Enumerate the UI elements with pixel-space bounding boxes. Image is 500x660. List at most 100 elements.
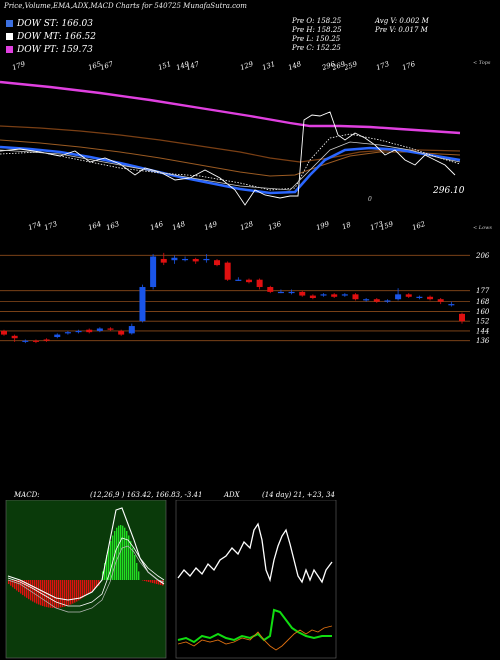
candle-up [128, 326, 135, 334]
macd-line [7, 507, 165, 601]
candle-down [245, 279, 252, 283]
macd-bar-negative [50, 580, 52, 608]
page-title: Price,Volume,EMA,ADX,MACD Charts for 540… [4, 2, 247, 10]
macd-bar-negative [80, 580, 82, 600]
macd-params: (12,26,9 ) 163.42, 166.83, -3.41 [90, 491, 203, 499]
macd-bar-positive [132, 547, 134, 580]
candle-down [86, 329, 93, 333]
macd-bar-negative [12, 580, 14, 588]
quote-close: Pre C: 152.25 [292, 44, 341, 52]
candle-down [352, 294, 359, 300]
price-tick-label: 177 [476, 287, 490, 295]
quote-pre-volume: Pre V: 0.017 M [375, 26, 428, 34]
candle-up [363, 299, 370, 301]
macd-bar-negative [14, 580, 16, 589]
candle-down [437, 299, 444, 302]
macd-bar-positive [112, 535, 114, 580]
macd-bar-negative [92, 580, 94, 591]
candle-down [224, 262, 231, 280]
legend-label: DOW ST: 166.03 [17, 19, 93, 29]
candle-up [384, 300, 391, 302]
macd-bar-negative [158, 580, 160, 585]
ema-white-line [0, 111, 456, 206]
macd-bar-positive [110, 541, 112, 580]
macd-bar-negative [156, 580, 158, 584]
macd-bar-negative [148, 580, 150, 582]
macd-bar-negative [142, 580, 144, 581]
ema-grey-line [0, 141, 461, 191]
candle-down [43, 339, 50, 341]
macd-bar-negative [160, 580, 162, 585]
legend-dow-pt: DOW PT: 159.73 [6, 45, 93, 55]
macd-bar-negative [42, 580, 44, 607]
macd-bar-positive [128, 535, 130, 580]
macd-bar-negative [56, 580, 58, 608]
macd-bar-negative [154, 580, 156, 584]
macd-bar-positive [118, 525, 120, 580]
candle-down [192, 258, 199, 262]
macd-bar-positive [106, 555, 108, 580]
candle-up [22, 340, 29, 342]
macd-panel-bg [6, 500, 166, 658]
candle-up [277, 291, 284, 294]
macd-bar-positive [124, 527, 126, 580]
macd-bar-negative [8, 580, 10, 584]
candle-down [459, 313, 465, 322]
macd-bar-positive [136, 563, 138, 580]
legend-dow-st: DOW ST: 166.03 [6, 19, 93, 29]
macd-panel-border [5, 500, 167, 659]
macd-bar-positive [108, 547, 110, 580]
macd-bar-negative [94, 580, 96, 589]
candle-down [427, 296, 434, 300]
quote-avg-volume: Avg V: 0.002 M [375, 17, 429, 25]
candle-up [203, 258, 210, 261]
quote-open: Pre O: 158.25 [292, 17, 342, 25]
candle-up [395, 294, 402, 300]
macd-bar-negative [10, 580, 12, 586]
macd-bar-negative [68, 580, 70, 606]
macd-bar-negative [64, 580, 66, 607]
legend-swatch-icon [6, 46, 13, 53]
candle-down [405, 294, 412, 297]
candle-up [320, 294, 327, 296]
adx-panel-border [175, 500, 337, 659]
macd-bar-negative [60, 580, 62, 608]
macd-bar-negative [146, 580, 148, 582]
ema-blue-line [0, 145, 461, 195]
macd-bar-positive [116, 527, 118, 580]
macd-bar-positive [104, 563, 106, 580]
legend-label: DOW PT: 159.73 [17, 45, 93, 55]
candle-down [299, 291, 306, 296]
macd-bar-negative [36, 580, 38, 604]
macd-bar-negative [26, 580, 28, 598]
macd-bar-negative [98, 580, 100, 586]
macd-bar-negative [96, 580, 98, 588]
candle-up [235, 279, 242, 281]
macd-bar-negative [84, 580, 86, 597]
macd-bar-negative [62, 580, 64, 608]
macd-bar-negative [30, 580, 32, 601]
candle-down [118, 330, 125, 335]
macd-bar-negative [24, 580, 26, 597]
candle-up [54, 334, 61, 338]
macd-bar-negative [32, 580, 34, 602]
indicator-panels [5, 500, 337, 659]
macd-bar-negative [58, 580, 60, 608]
candle-up [416, 296, 423, 298]
candle-up [288, 291, 295, 294]
macd-bar-negative [152, 580, 154, 583]
candle-up [182, 258, 189, 261]
macd-bar-negative [18, 580, 20, 593]
candle-up [150, 256, 157, 288]
price-tick-label: 152 [476, 318, 490, 326]
macd-bar-positive [126, 530, 128, 580]
legend-dow-mt: DOW MT: 166.52 [6, 32, 96, 42]
macd-signal-line [7, 537, 165, 607]
candle-down [309, 295, 316, 298]
macd-bar-negative [144, 580, 146, 581]
macd-bar-negative [90, 580, 92, 593]
ema-dotted-line [0, 133, 461, 191]
candle-down [373, 299, 380, 302]
macd-bar-positive [130, 541, 132, 580]
